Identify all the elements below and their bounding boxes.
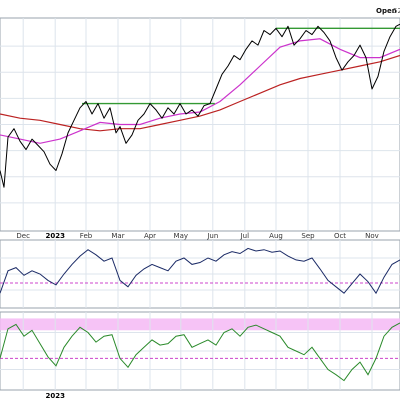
- indicator-panel-1-lines: [0, 247, 400, 295]
- price-panel: [0, 17, 400, 232]
- indicator-panel-2: [0, 311, 400, 391]
- month-tick-label-4: Apr: [144, 232, 156, 240]
- indicator-panel-2-grid: [0, 312, 400, 390]
- month-tick-label-8: Aug: [269, 232, 283, 240]
- indicator1-line: [0, 247, 400, 295]
- indicator2-overbought-band: [0, 318, 400, 331]
- month-tick-label-11: Nov: [365, 232, 379, 240]
- open-label: Open: [376, 7, 397, 15]
- indicator-panel-1: [0, 239, 400, 309]
- bottom-year-label: 2023: [45, 392, 65, 400]
- month-tick-label-0: Dec: [16, 232, 30, 240]
- price-line: [0, 23, 400, 188]
- open-readout: Open 52: [376, 7, 400, 15]
- indicator-panel-2-band: [0, 318, 400, 331]
- price-panel-lines: [0, 23, 400, 188]
- month-tick-label-6: Jun: [206, 232, 218, 240]
- month-tick-label-7: Jul: [240, 232, 250, 240]
- indicator-panel-2-lines: [0, 322, 400, 382]
- month-tick-label-1: 2023: [45, 232, 65, 240]
- month-tick-label-9: Sep: [301, 232, 315, 240]
- open-value: 52: [393, 7, 400, 15]
- indicator2-line: [0, 322, 400, 382]
- month-tick-label-5: May: [174, 232, 188, 240]
- month-tick-label-10: Oct: [334, 232, 346, 240]
- month-tick-label-3: Mar: [111, 232, 124, 240]
- long-moving-average-line: [0, 54, 400, 132]
- bottom-axis: 2023: [45, 392, 65, 400]
- month-tick-label-2: Feb: [80, 232, 93, 240]
- month-axis: Dec 2023 Feb Mar Apr May Jun Jul Aug Sep Oct Nov: [16, 232, 378, 240]
- price-panel-grid: [0, 18, 400, 231]
